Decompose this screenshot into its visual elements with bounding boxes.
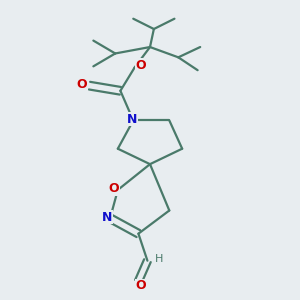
Text: O: O bbox=[136, 59, 146, 72]
Text: N: N bbox=[127, 112, 137, 126]
Text: N: N bbox=[102, 211, 112, 224]
Text: H: H bbox=[155, 254, 163, 264]
Text: O: O bbox=[76, 78, 87, 91]
Text: O: O bbox=[136, 279, 146, 292]
Text: O: O bbox=[109, 182, 119, 195]
